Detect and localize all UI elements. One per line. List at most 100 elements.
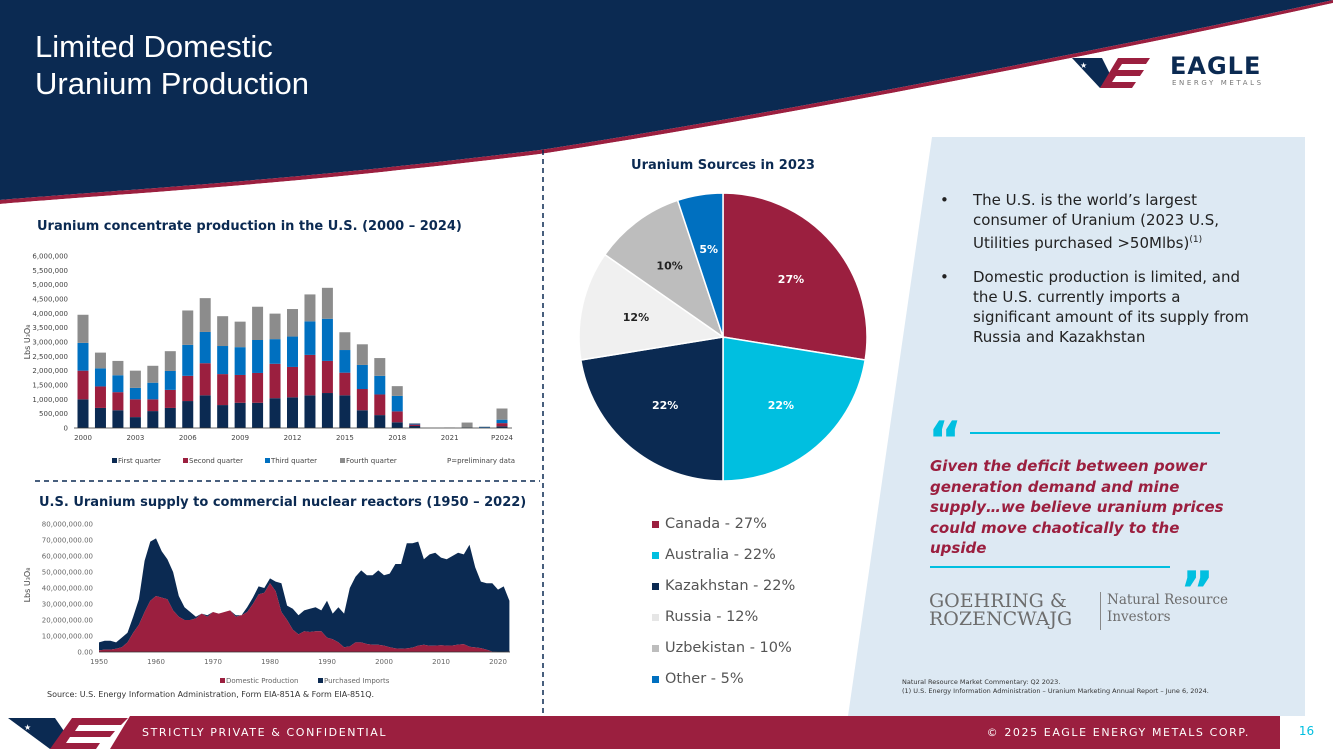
y-tick-label: 4,000,000 [32,310,68,318]
bar-segment [304,354,316,396]
bar-segment [496,423,508,427]
x-tick-label: 2021 [441,434,459,442]
bar-segment [339,332,351,351]
bar-segment [182,401,194,428]
gr-logo-tagline: Natural Resource Investors [1100,592,1228,630]
x-tick-label: 1950 [90,658,108,666]
eagle-logo-icon: ★ [1072,58,1150,88]
y-tick-label: 60,000,000.00 [42,553,93,561]
bar-segment [199,331,211,364]
eagle-logo: ★ EAGLE ENERGY METALS [1070,52,1280,90]
legend-label: Uzbekistan - 10% [665,640,792,656]
bar-segment [129,387,141,400]
legend-label: Canada - 27% [665,516,767,532]
bar-segment [94,352,106,369]
x-tick-label: 2009 [231,434,249,442]
bar-segment [391,386,403,396]
bar-segment [496,426,508,428]
y-tick-label: 1,000,000 [32,396,68,404]
bar-segment [496,408,508,420]
legend-label: Other - 5% [665,671,744,687]
bar-segment [234,321,246,348]
area-purchased-imports [99,538,510,652]
footnotes: Natural Resource Market Commentary: Q2 2… [902,678,1209,696]
open-quote-icon: “ [928,420,962,471]
bullet-item: Domestic production is limited, and the … [940,267,1260,347]
y-tick-label: 50,000,000.00 [42,569,93,577]
pie-slice-other [676,192,724,338]
close-quote-icon: ” [1180,561,1214,590]
bar-segment [129,370,141,388]
x-tick-label: 1980 [261,658,279,666]
legend-item: Kazakhstan - 22% [652,578,795,594]
bar-segment [94,407,106,428]
area-chart-title: U.S. Uranium supply to commercial nuclea… [39,495,527,510]
bullet-text: Domestic production is limited, and the … [973,268,1249,346]
footer: ★ [8,716,1280,749]
bar-segment [391,395,403,412]
y-axis-label: Lbs U₃O₈ [23,568,32,603]
y-tick-label: 2,000,000 [32,367,68,375]
pie-slice-uzbekistan [603,199,725,339]
area-domestic-production [99,583,510,652]
bar-segment [287,397,298,428]
x-tick-label: 2003 [126,434,144,442]
bar-segment [234,374,246,403]
bar-segment [339,395,351,428]
bar-segment [374,415,386,428]
bar-segment [269,398,281,428]
bar-segment [409,423,421,424]
y-tick-label: 70,000,000.00 [42,537,93,545]
bar-segment [339,350,351,373]
bar-segment [199,395,211,428]
x-tick-label: 2012 [284,434,302,442]
footer-copyright: © 2025 EAGLE ENERGY METALS CORP. [986,726,1250,739]
legend-swatch [340,458,345,463]
footer-logo-icon [8,718,66,749]
legend-swatch [318,678,323,683]
y-tick-label: 1,500,000 [32,382,68,390]
x-tick-label: 1990 [318,658,336,666]
header-band [0,0,1333,200]
area-chart: 80,000,000.00 70,000,000.00 60,000,000.00 5… [23,521,510,685]
bar-segment [112,360,124,376]
bar-segment [129,417,141,428]
footer-confidential: STRICTLY PRIVATE & CONFIDENTIAL [142,726,388,739]
y-tick-label: 5,500,000 [32,267,68,275]
legend-swatch [652,675,659,683]
y-tick-label: 0.00 [77,649,93,657]
y-tick-label: 3,500,000 [32,324,68,332]
legend-swatch [652,551,659,559]
source-note: Source: U.S. Energy Information Administ… [47,690,375,699]
bar-segment [234,347,246,375]
bar-segment [147,382,159,400]
x-tick-label: 1970 [204,658,222,666]
bar-segment [147,411,159,428]
pie-chart: 27% 22% 22% 12% 10% 5% [578,192,868,482]
bar-segment [252,402,264,428]
bar-segment [409,425,421,428]
legend-label: Australia - 22% [665,547,776,563]
legend-swatch [112,458,117,463]
bar-chart-title: Uranium concentrate production in the U.… [37,219,462,234]
bar-segment [164,351,176,371]
bar-segment [77,342,89,371]
legend-item: Australia - 22% [652,547,776,563]
pie-slice-kazakhstan [579,336,724,482]
bar-segment [252,372,264,403]
bar-segment [164,370,176,390]
legend-swatch [652,644,659,652]
bar-segment [479,426,491,428]
bar-segment [374,358,386,376]
legend-swatch [220,678,225,683]
gr-tagline-line1: Natural Resource [1107,592,1228,608]
pie-chart-title: Uranium Sources in 2023 [631,158,815,173]
y-tick-label: 5,000,000 [32,281,68,289]
bar-segment [339,372,351,396]
bar-segment [94,368,106,387]
legend-item: Russia - 12% [652,609,758,625]
legend-swatch [183,458,188,463]
footnote: Natural Resource Market Commentary: Q2 2… [902,678,1061,686]
x-tick-label: 2000 [375,658,393,666]
legend-label: Kazakhstan - 22% [665,578,796,594]
